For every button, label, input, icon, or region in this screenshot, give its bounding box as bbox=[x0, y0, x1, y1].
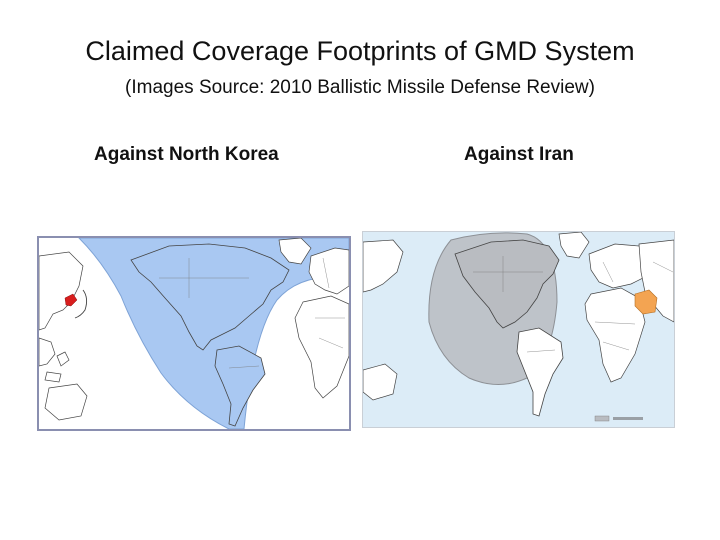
landmass-europe bbox=[308, 247, 349, 295]
map-legend bbox=[594, 415, 643, 422]
map-iran bbox=[362, 231, 675, 428]
caption-iran: Against Iran bbox=[464, 144, 574, 165]
slide-title: Claimed Coverage Footprints of GMD Syste… bbox=[85, 36, 635, 66]
landmass-east-asia bbox=[363, 239, 404, 293]
threat-region-iran bbox=[634, 289, 658, 315]
landmass-south-america bbox=[214, 345, 266, 427]
landmass-greenland bbox=[278, 238, 312, 265]
caption-north-korea: Against North Korea bbox=[94, 144, 279, 165]
landmass-japan bbox=[74, 289, 88, 319]
landmass-europe bbox=[588, 243, 654, 289]
landmass-africa bbox=[294, 295, 349, 399]
landmass-greenland bbox=[558, 232, 590, 259]
landmass-southeast-asia bbox=[39, 337, 70, 383]
landmass-australia bbox=[44, 383, 88, 421]
country-borders bbox=[473, 256, 674, 353]
landmass-north-america bbox=[130, 243, 290, 351]
landmass-asia bbox=[638, 239, 674, 323]
world-map-north-korea bbox=[39, 238, 349, 429]
landmass-south-america bbox=[516, 327, 564, 417]
slide-subtitle: (Images Source: 2010 Ballistic Missile D… bbox=[125, 77, 595, 98]
landmass-asia bbox=[39, 251, 84, 331]
threat-region-north-korea bbox=[64, 293, 78, 307]
map-north-korea bbox=[37, 236, 351, 431]
country-borders bbox=[159, 257, 345, 369]
landmass-north-america bbox=[454, 239, 560, 329]
world-map-iran bbox=[363, 232, 674, 427]
landmass-australia bbox=[363, 363, 398, 401]
